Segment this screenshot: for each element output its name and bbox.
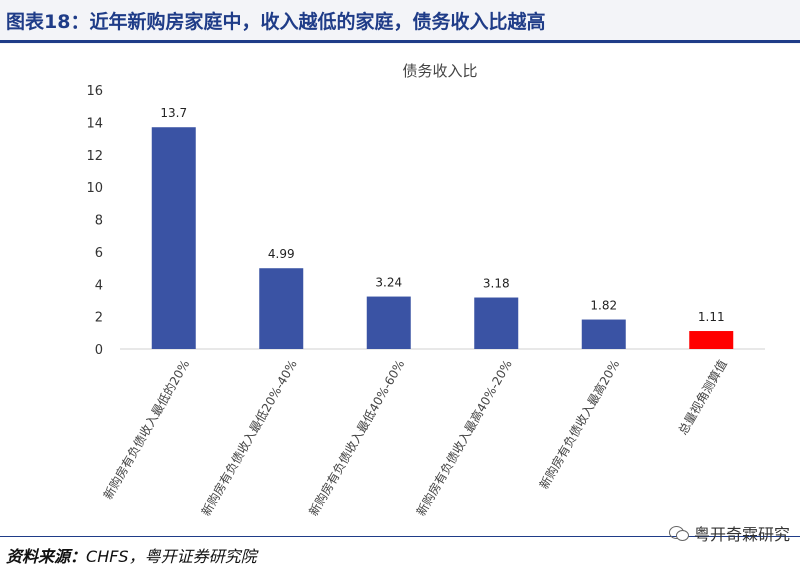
y-tick-label: 10 <box>86 181 103 196</box>
source-note: 资料来源：CHFS，粤开证券研究院 <box>6 543 257 567</box>
footer-rule <box>0 536 800 537</box>
y-tick-label: 14 <box>86 116 103 131</box>
data-label: 1.11 <box>698 310 725 324</box>
y-tick-label: 8 <box>95 214 103 229</box>
y-tick-label: 16 <box>86 84 103 99</box>
y-tick-label: 0 <box>95 343 103 358</box>
data-label: 13.7 <box>160 106 187 120</box>
bar <box>689 331 734 349</box>
data-label: 4.99 <box>268 247 295 261</box>
chart-container: 债务收入比 0 2 4 6 8 10 12 14 16 13.7 新购房有负债收入最低的20% 4.99… <box>0 46 800 531</box>
watermark: 粤开奇霖研究 <box>668 521 790 545</box>
bar <box>474 297 519 349</box>
bar <box>366 296 411 349</box>
y-tick-label: 6 <box>95 246 103 261</box>
y-tick-label: 12 <box>86 149 103 164</box>
category-label: 新购房有负债收入最低40%-60% <box>306 357 408 518</box>
category-label: 新购房有负债收入最低的20% <box>100 357 192 502</box>
bar <box>151 127 196 349</box>
header-rule <box>0 40 800 43</box>
bar <box>259 268 304 349</box>
data-label: 1.82 <box>590 299 617 313</box>
y-tick-label: 4 <box>95 278 103 293</box>
category-label: 新购房有负债收入最高40%-20% <box>413 357 515 518</box>
wechat-icon <box>668 525 689 541</box>
category-label: 新购房有负债收入最低20%-40% <box>198 357 300 518</box>
data-label: 3.24 <box>375 276 402 290</box>
category-label: 新购房有负债收入最高20% <box>536 357 622 492</box>
source-label: 资料来源： <box>6 547 87 566</box>
source-text: CHFS，粤开证券研究院 <box>86 547 257 566</box>
category-label: 总量视角测算值 <box>675 357 730 437</box>
header-band: 图表18：近年新购房家庭中，收入越低的家庭，债务收入比越高 <box>0 0 800 44</box>
figure-title: 图表18：近年新购房家庭中，收入越低的家庭，债务收入比越高 <box>6 11 546 33</box>
y-tick-label: 2 <box>95 311 103 326</box>
bar-chart: 债务收入比 0 2 4 6 8 10 12 14 16 13.7 新购房有负债收入最低的20% 4.99… <box>86 62 765 518</box>
data-label: 3.18 <box>483 277 510 291</box>
chart-title: 债务收入比 <box>402 62 477 80</box>
bar <box>581 319 626 349</box>
watermark-text: 粤开奇霖研究 <box>693 525 790 544</box>
